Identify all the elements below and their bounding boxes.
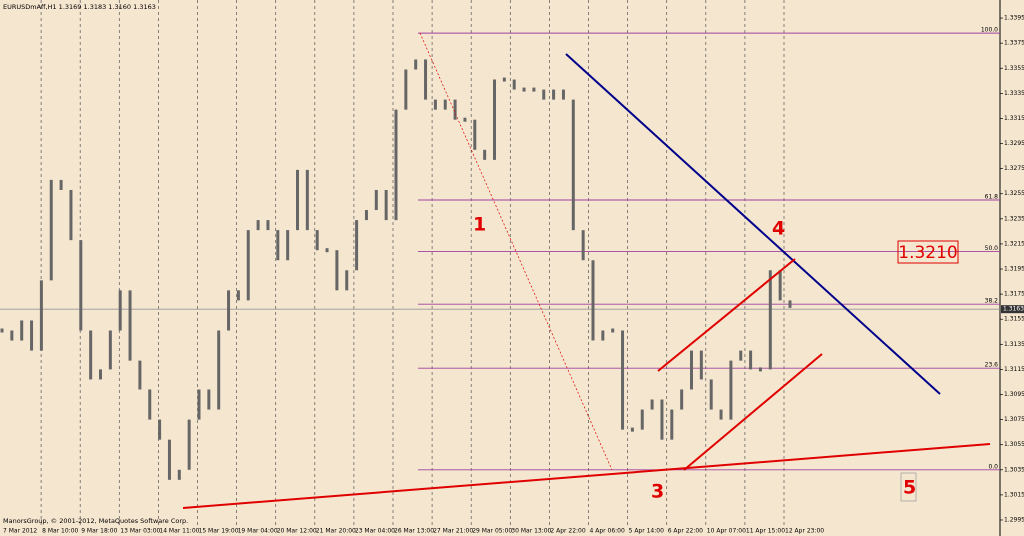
fib-label: 23.6 (985, 362, 999, 369)
y-tick-label: 1.3075 (1004, 416, 1024, 423)
x-tick-label: 12 Apr 23:00 (785, 528, 824, 535)
price-annotation: 1.3210 (898, 243, 957, 263)
fib-label: 61.8 (985, 194, 999, 201)
y-tick-label: 1.3195 (1004, 266, 1024, 273)
y-tick-label: 1.3215 (1004, 240, 1024, 247)
y-tick-label: 1.3375 (1004, 40, 1024, 47)
x-tick-label: 21 Mar 20:00 (316, 528, 356, 535)
y-tick-label: 1.3235 (1004, 215, 1024, 222)
y-tick-label: 1.3035 (1004, 466, 1024, 473)
x-tick-label: 10 Apr 07:00 (707, 528, 746, 535)
x-tick-label: 19 Mar 04:00 (238, 528, 278, 535)
x-tick-label: 26 Mar 13:00 (394, 528, 434, 535)
y-tick-label: 1.3015 (1004, 491, 1024, 498)
wave-label: 4 (772, 218, 785, 240)
last-price-label: 1.3163 (1003, 306, 1024, 313)
fib-line (419, 32, 613, 471)
y-tick-label: 1.3315 (1004, 115, 1024, 122)
x-tick-label: 27 Mar 21:00 (433, 528, 473, 535)
x-tick-label: 15 Mar 19:00 (199, 528, 239, 535)
y-tick-label: 1.3095 (1004, 391, 1024, 398)
y-tick-label: 1.3135 (1004, 341, 1024, 348)
wave-label: 1 (473, 214, 486, 236)
x-tick-label: 20 Mar 12:00 (277, 528, 317, 535)
last-price-box (1001, 305, 1024, 314)
label-box (900, 472, 917, 502)
y-tick-label: 1.3395 (1004, 15, 1024, 22)
channel-bottom (683, 353, 823, 471)
y-tick-label: 1.3295 (1004, 140, 1024, 147)
wave-label: 5 (903, 477, 916, 499)
fib-label: 50.0 (985, 245, 999, 252)
x-tick-label: 6 Apr 22:00 (668, 528, 703, 535)
y-tick-label: 1.3175 (1004, 291, 1024, 298)
x-tick-label: 7 Mar 2012 (3, 528, 37, 535)
x-tick-label: 2 Apr 22:00 (550, 528, 585, 535)
x-tick-label: 30 Mar 13:00 (511, 528, 551, 535)
x-tick-label: 5 Apr 14:00 (629, 528, 664, 535)
x-tick-label: 8 Mar 10:00 (42, 528, 78, 535)
wave-label: 3 (651, 481, 664, 503)
y-tick-label: 1.3155 (1004, 316, 1024, 323)
x-tick-label: 4 Apr 06:00 (590, 528, 625, 535)
copyright: ManorsGroup, © 2001-2012, MetaQuotes Sof… (3, 517, 188, 525)
x-tick-label: 29 Mar 05:00 (472, 528, 512, 535)
x-tick-label: 23 Mar 04:00 (355, 528, 395, 535)
label-box (897, 240, 959, 264)
y-tick-label: 1.2995 (1004, 516, 1024, 523)
y-tick-label: 1.3055 (1004, 441, 1024, 448)
chart-title: EURUSDmAff,H1 1.3169 1.3183 1.3160 1.316… (3, 3, 156, 11)
x-tick-label: 9 Mar 18:00 (81, 528, 117, 535)
x-tick-label: 13 Mar 03:00 (120, 528, 160, 535)
y-tick-label: 1.3255 (1004, 190, 1024, 197)
channel-top (657, 258, 796, 372)
y-tick-label: 1.3335 (1004, 90, 1024, 97)
y-tick-label: 1.3355 (1004, 65, 1024, 72)
y-tick-label: 1.3275 (1004, 165, 1024, 172)
trend-line (565, 53, 941, 395)
y-tick-label: 1.3115 (1004, 366, 1024, 373)
x-tick-label: 14 Mar 11:00 (159, 528, 199, 535)
support-line (182, 443, 991, 509)
fib-label: 38.2 (985, 298, 999, 305)
fib-label: 100.0 (981, 27, 998, 34)
fib-label: 0.0 (988, 463, 998, 470)
x-tick-label: 11 Apr 15:00 (746, 528, 785, 535)
